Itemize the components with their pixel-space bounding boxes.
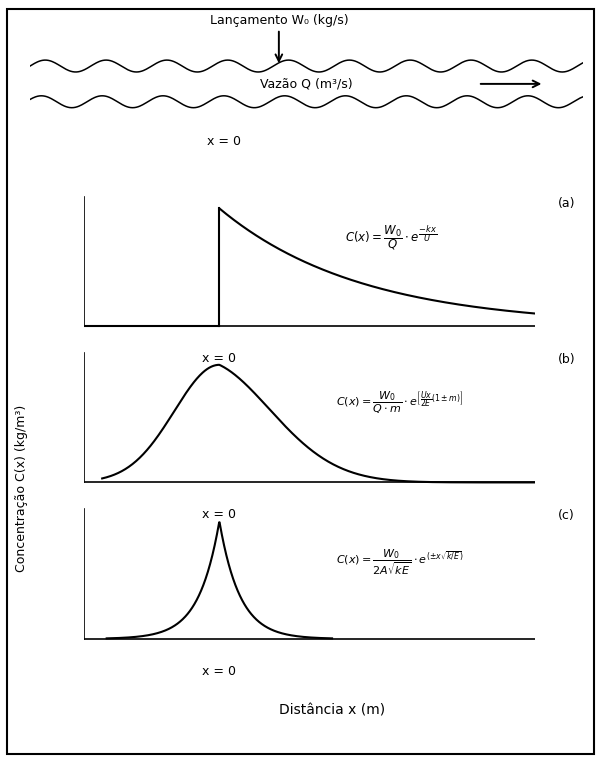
- Text: x = 0: x = 0: [207, 135, 240, 149]
- Text: x = 0: x = 0: [203, 352, 236, 365]
- Text: Concentração C(x) (kg/m³): Concentração C(x) (kg/m³): [14, 404, 28, 572]
- Text: $C(x) = \dfrac{W_0}{Q} \cdot e^{\dfrac{-kx}{U}}$: $C(x) = \dfrac{W_0}{Q} \cdot e^{\dfrac{-…: [344, 224, 437, 253]
- Text: (a): (a): [558, 197, 575, 210]
- Text: Vazão Q (m³/s): Vazão Q (m³/s): [260, 77, 353, 90]
- Text: (b): (b): [558, 353, 575, 366]
- Text: x = 0: x = 0: [203, 508, 236, 521]
- Text: Lançamento W₀ (kg/s): Lançamento W₀ (kg/s): [210, 14, 348, 27]
- Text: Distância x (m): Distância x (m): [279, 703, 385, 717]
- Text: $C(x) = \dfrac{W_0}{Q \cdot m} \cdot e^{\left[\dfrac{Ux}{2E}(1\pm m)\right]}$: $C(x) = \dfrac{W_0}{Q \cdot m} \cdot e^{…: [336, 389, 463, 416]
- Text: (c): (c): [558, 510, 574, 523]
- Text: $C(x) = \dfrac{W_0}{2A\sqrt{kE}} \cdot e^{(\pm x\sqrt{k/E})}$: $C(x) = \dfrac{W_0}{2A\sqrt{kE}} \cdot e…: [336, 547, 463, 578]
- Text: x = 0: x = 0: [203, 665, 236, 678]
